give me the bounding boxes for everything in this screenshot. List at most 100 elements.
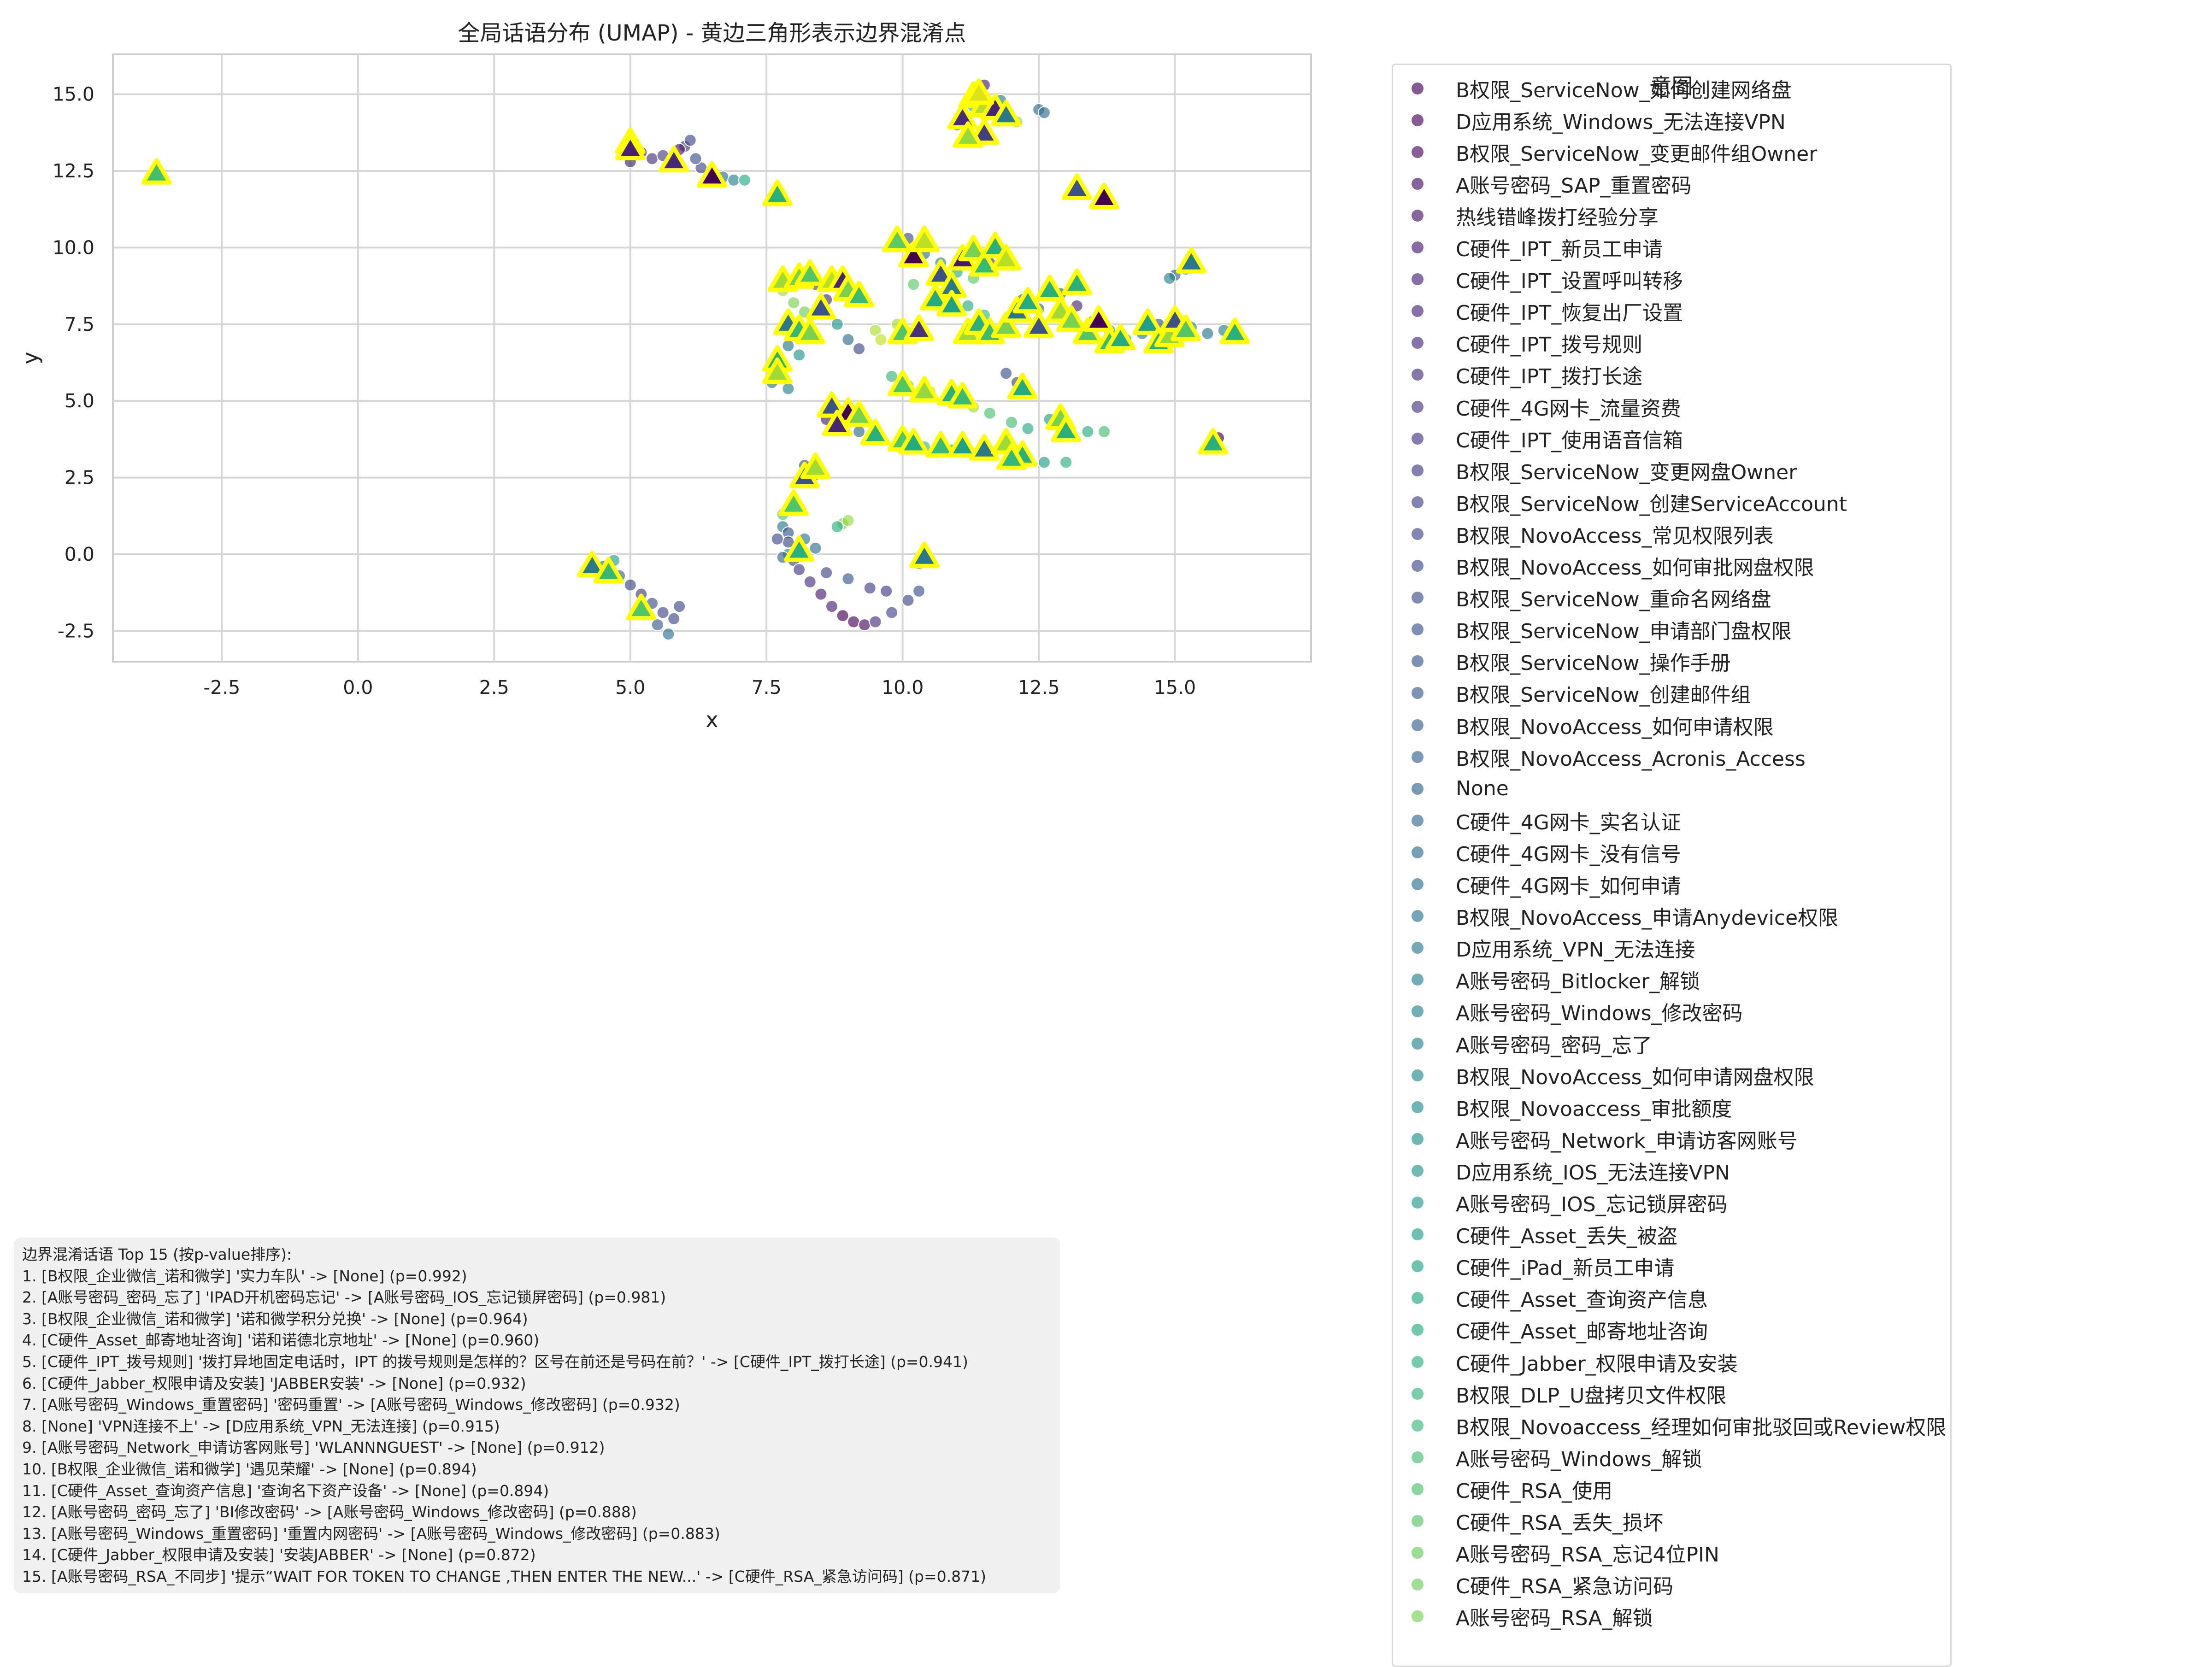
legend-marker xyxy=(1412,464,1424,476)
legend-marker xyxy=(1412,1515,1424,1527)
legend-label: A账号密码_RSA_忘记4位PIN xyxy=(1456,1543,1719,1567)
legend-marker xyxy=(1412,496,1424,508)
legend-label: B权限_NovoAccess_常见权限列表 xyxy=(1456,524,1774,548)
legend-item: C硬件_IPT_设置呼叫转移 xyxy=(1412,264,1683,295)
chart-title: 全局话语分布 (UMAP) - 黄边三角形表示边界混淆点 xyxy=(458,20,966,46)
data-point xyxy=(793,348,806,362)
summary-title: 边界混淆话语 Top 15 (按p-value排序): xyxy=(22,1245,292,1263)
border-confusion-triangle xyxy=(991,100,1022,127)
data-point xyxy=(738,173,751,187)
legend-label: B权限_ServiceNow_如何创建网络盘 xyxy=(1456,78,1792,102)
x-axis-label: x xyxy=(706,707,718,732)
legend-item: B权限_DLP_U盘拷贝文件权限 xyxy=(1412,1378,1726,1409)
border-confusion-triangle xyxy=(909,541,940,568)
data-point xyxy=(1037,456,1051,469)
data-point xyxy=(624,578,637,592)
legend-label: C硬件_IPT_设置呼叫转移 xyxy=(1456,270,1683,293)
legend-label: B权限_NovoAccess_Acronis_Access xyxy=(1456,747,1806,771)
y-axis-ticks: -2.5 0.0 2.5 5.0 7.5 10.0 12.5 15.0 xyxy=(53,83,94,642)
data-point xyxy=(830,317,844,331)
legend-marker xyxy=(1412,528,1424,540)
legend-marker xyxy=(1412,1260,1424,1273)
data-point xyxy=(885,606,898,619)
legend-marker xyxy=(1412,782,1424,795)
border-confusion-triangle xyxy=(909,225,940,252)
summary-line: 12. [A账号密码_密码_忘了] 'BI修改密码' -> [A账号密码_Win… xyxy=(22,1503,637,1521)
border-confusion-triangle xyxy=(947,431,978,458)
legend-marker xyxy=(1412,1069,1424,1081)
legend-marker xyxy=(1412,1197,1424,1209)
legend-marker xyxy=(1412,1451,1424,1463)
legend-item: D应用系统_IOS_无法连接VPN xyxy=(1412,1155,1730,1186)
border-confusion-triangle xyxy=(860,418,891,446)
border-confusion-triangle xyxy=(1132,308,1163,335)
border-confusion-triangle xyxy=(969,250,1000,277)
data-point xyxy=(825,600,838,613)
legend-item: C硬件_RSA_使用 xyxy=(1412,1473,1612,1505)
legend-label: C硬件_Asset_丢失_被盗 xyxy=(1456,1225,1677,1249)
legend-marker xyxy=(1412,560,1424,572)
legend-item: B权限_NovoAccess_如何申请网盘权限 xyxy=(1412,1059,1814,1091)
legend-marker xyxy=(1412,1037,1424,1050)
legend-label: B权限_ServiceNow_创建ServiceAccount xyxy=(1456,492,1847,516)
data-point xyxy=(787,296,800,310)
legend-marker xyxy=(1412,1356,1424,1368)
data-point xyxy=(907,278,920,291)
border-confusion-triangle xyxy=(577,551,607,577)
y-tick-label: 7.5 xyxy=(65,313,94,335)
border-confusion-triangle xyxy=(778,489,809,516)
summary-line: 9. [A账号密码_Network_申请访客网账号] 'WLANNNGUEST'… xyxy=(22,1438,605,1457)
summary-line: 7. [A账号密码_Windows_重置密码] '密码重置' -> [A账号密码… xyxy=(22,1396,680,1414)
y-tick-label: 12.5 xyxy=(53,160,94,182)
summary-line: 3. [B权限_企业微信_诺和微学] '诺和微学积分兑换' -> [None] … xyxy=(22,1309,528,1328)
legend-label: B权限_NovoAccess_申请Anydevice权限 xyxy=(1456,906,1839,930)
data-point xyxy=(814,587,828,601)
data-point xyxy=(841,572,855,586)
data-point xyxy=(771,532,784,546)
border-confusion-triangle xyxy=(1219,317,1250,344)
x-tick-label: 0.0 xyxy=(343,676,373,698)
legend-item: B权限_ServiceNow_创建ServiceAccount xyxy=(1412,486,1847,518)
legend-marker xyxy=(1412,209,1424,222)
data-point xyxy=(1081,425,1094,438)
border-confusion-triangle xyxy=(615,133,646,160)
legend-marker xyxy=(1412,432,1424,445)
border-confusion-triangle xyxy=(1061,173,1092,200)
border-confusion-triangle xyxy=(806,293,836,320)
border-confusion-triangle xyxy=(762,179,793,206)
border-confusion-triangle xyxy=(991,244,1022,271)
legend-item: C硬件_IPT_拨打长途 xyxy=(1412,359,1642,391)
legend-label: C硬件_IPT_拨打长途 xyxy=(1456,365,1643,389)
legend-label: C硬件_iPad_新员工申请 xyxy=(1456,1256,1675,1280)
legend-label: C硬件_4G网卡_如何申请 xyxy=(1456,875,1681,898)
border-confusion-triangle xyxy=(1007,373,1038,399)
legend-marker xyxy=(1412,273,1424,286)
legend-label: C硬件_Asset_查询资产信息 xyxy=(1456,1288,1708,1312)
border-confusion-triangle xyxy=(844,281,875,307)
legend-label: B权限_Novoaccess_审批额度 xyxy=(1456,1097,1732,1121)
legend-marker xyxy=(1412,1228,1424,1241)
y-tick-label: 5.0 xyxy=(65,390,94,412)
legend-item: C硬件_4G网卡_如何申请 xyxy=(1412,869,1681,900)
data-point xyxy=(689,152,702,165)
legend-marker xyxy=(1412,1292,1424,1304)
legend-item: B权限_ServiceNow_变更邮件组Owner xyxy=(1412,136,1817,168)
summary-line: 4. [C硬件_Asset_邮寄地址咨询] '诺和诺德北京地址' -> [Non… xyxy=(22,1331,540,1350)
data-point xyxy=(683,134,697,147)
legend-label: B权限_ServiceNow_重命名网络盘 xyxy=(1456,588,1771,612)
border-confusion-triangle xyxy=(697,161,727,188)
data-point xyxy=(782,339,795,352)
data-point xyxy=(803,575,817,588)
data-point xyxy=(820,566,833,579)
legend-item: C硬件_4G网卡_流量资费 xyxy=(1412,391,1681,423)
legend-label: 热线错峰拨打经验分享 xyxy=(1456,205,1659,229)
legend-label: D应用系统_IOS_无法连接VPN xyxy=(1456,1161,1730,1185)
legend-label: C硬件_IPT_拨号规则 xyxy=(1456,333,1643,357)
data-point xyxy=(983,406,996,420)
data-point xyxy=(841,514,855,527)
legend-item: D应用系统_Windows_无法连接VPN xyxy=(1412,104,1786,136)
border-confusion-triangle xyxy=(969,434,1000,461)
data-point xyxy=(1037,106,1051,119)
legend-label: A账号密码_IOS_忘记锁屏密码 xyxy=(1456,1193,1728,1216)
